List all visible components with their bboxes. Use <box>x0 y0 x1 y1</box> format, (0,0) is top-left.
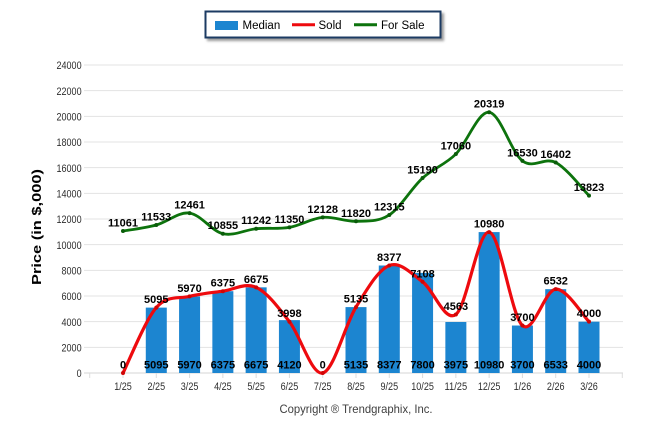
svg-text:15190: 15190 <box>407 165 438 177</box>
svg-text:5135: 5135 <box>344 360 368 372</box>
svg-text:12/25: 12/25 <box>478 381 501 393</box>
svg-text:3/25: 3/25 <box>181 381 199 393</box>
svg-text:5135: 5135 <box>344 294 368 306</box>
svg-text:4120: 4120 <box>277 360 301 372</box>
svg-text:5970: 5970 <box>177 360 201 372</box>
svg-text:2/25: 2/25 <box>148 381 166 393</box>
svg-text:8000: 8000 <box>62 266 82 278</box>
svg-text:Price (in $,000): Price (in $,000) <box>29 169 44 285</box>
svg-text:1/26: 1/26 <box>514 381 532 393</box>
svg-text:3/26: 3/26 <box>580 381 598 393</box>
svg-text:6/25: 6/25 <box>281 381 299 393</box>
svg-text:6675: 6675 <box>244 360 268 372</box>
svg-text:For Sale: For Sale <box>381 20 424 32</box>
svg-text:Copyright ® Trendgraphix, Inc.: Copyright ® Trendgraphix, Inc. <box>280 402 433 416</box>
svg-text:10980: 10980 <box>474 360 505 372</box>
svg-text:7108: 7108 <box>410 268 434 280</box>
svg-text:24000: 24000 <box>57 60 82 72</box>
svg-text:16402: 16402 <box>540 149 571 161</box>
svg-text:12128: 12128 <box>307 204 338 216</box>
svg-text:10000: 10000 <box>57 240 82 252</box>
svg-text:6675: 6675 <box>244 274 268 286</box>
svg-text:20000: 20000 <box>57 112 82 124</box>
svg-text:5095: 5095 <box>144 360 168 372</box>
svg-text:13823: 13823 <box>574 182 605 194</box>
svg-text:12315: 12315 <box>374 201 405 213</box>
svg-text:5095: 5095 <box>144 294 168 306</box>
svg-text:5/25: 5/25 <box>247 381 265 393</box>
svg-text:3700: 3700 <box>510 312 534 324</box>
svg-text:1/25: 1/25 <box>114 381 132 393</box>
svg-text:8/25: 8/25 <box>347 381 365 393</box>
svg-text:16000: 16000 <box>57 163 82 175</box>
svg-text:6375: 6375 <box>211 360 235 372</box>
svg-text:4563: 4563 <box>444 301 468 313</box>
svg-text:6000: 6000 <box>62 291 82 303</box>
svg-text:Median: Median <box>243 20 281 32</box>
svg-text:10855: 10855 <box>208 220 239 232</box>
svg-text:4000: 4000 <box>577 308 601 320</box>
svg-text:3975: 3975 <box>444 360 468 372</box>
svg-text:14000: 14000 <box>57 189 82 201</box>
svg-text:10980: 10980 <box>474 219 505 231</box>
svg-text:4000: 4000 <box>62 317 82 329</box>
svg-text:20319: 20319 <box>474 99 505 111</box>
svg-text:0: 0 <box>120 360 126 372</box>
svg-text:11350: 11350 <box>274 214 304 226</box>
svg-text:7/25: 7/25 <box>314 381 332 393</box>
svg-text:12000: 12000 <box>57 214 82 226</box>
svg-text:6533: 6533 <box>543 360 567 372</box>
svg-text:3700: 3700 <box>510 360 534 372</box>
svg-text:2/26: 2/26 <box>547 381 565 393</box>
svg-text:8377: 8377 <box>377 360 401 372</box>
svg-text:0: 0 <box>77 368 82 380</box>
svg-text:Sold: Sold <box>319 20 342 32</box>
svg-text:12461: 12461 <box>174 200 205 212</box>
svg-text:3998: 3998 <box>277 308 301 320</box>
svg-text:6532: 6532 <box>543 276 567 288</box>
svg-text:11533: 11533 <box>141 211 171 223</box>
svg-text:4000: 4000 <box>577 360 601 372</box>
svg-text:11820: 11820 <box>341 208 371 220</box>
svg-text:9/25: 9/25 <box>381 381 399 393</box>
svg-text:16530: 16530 <box>507 147 538 159</box>
svg-text:17060: 17060 <box>441 141 472 153</box>
svg-text:11061: 11061 <box>108 218 138 230</box>
svg-text:8377: 8377 <box>377 252 401 264</box>
svg-text:18000: 18000 <box>57 137 82 149</box>
svg-text:11242: 11242 <box>241 215 271 227</box>
svg-text:7800: 7800 <box>410 360 434 372</box>
svg-text:4/25: 4/25 <box>214 381 232 393</box>
svg-text:10/25: 10/25 <box>411 381 434 393</box>
svg-text:6375: 6375 <box>211 278 235 290</box>
svg-text:2000: 2000 <box>62 343 82 355</box>
svg-text:22000: 22000 <box>57 86 82 98</box>
svg-text:0: 0 <box>320 360 326 372</box>
svg-text:11/25: 11/25 <box>445 381 468 393</box>
svg-text:5970: 5970 <box>177 283 201 295</box>
